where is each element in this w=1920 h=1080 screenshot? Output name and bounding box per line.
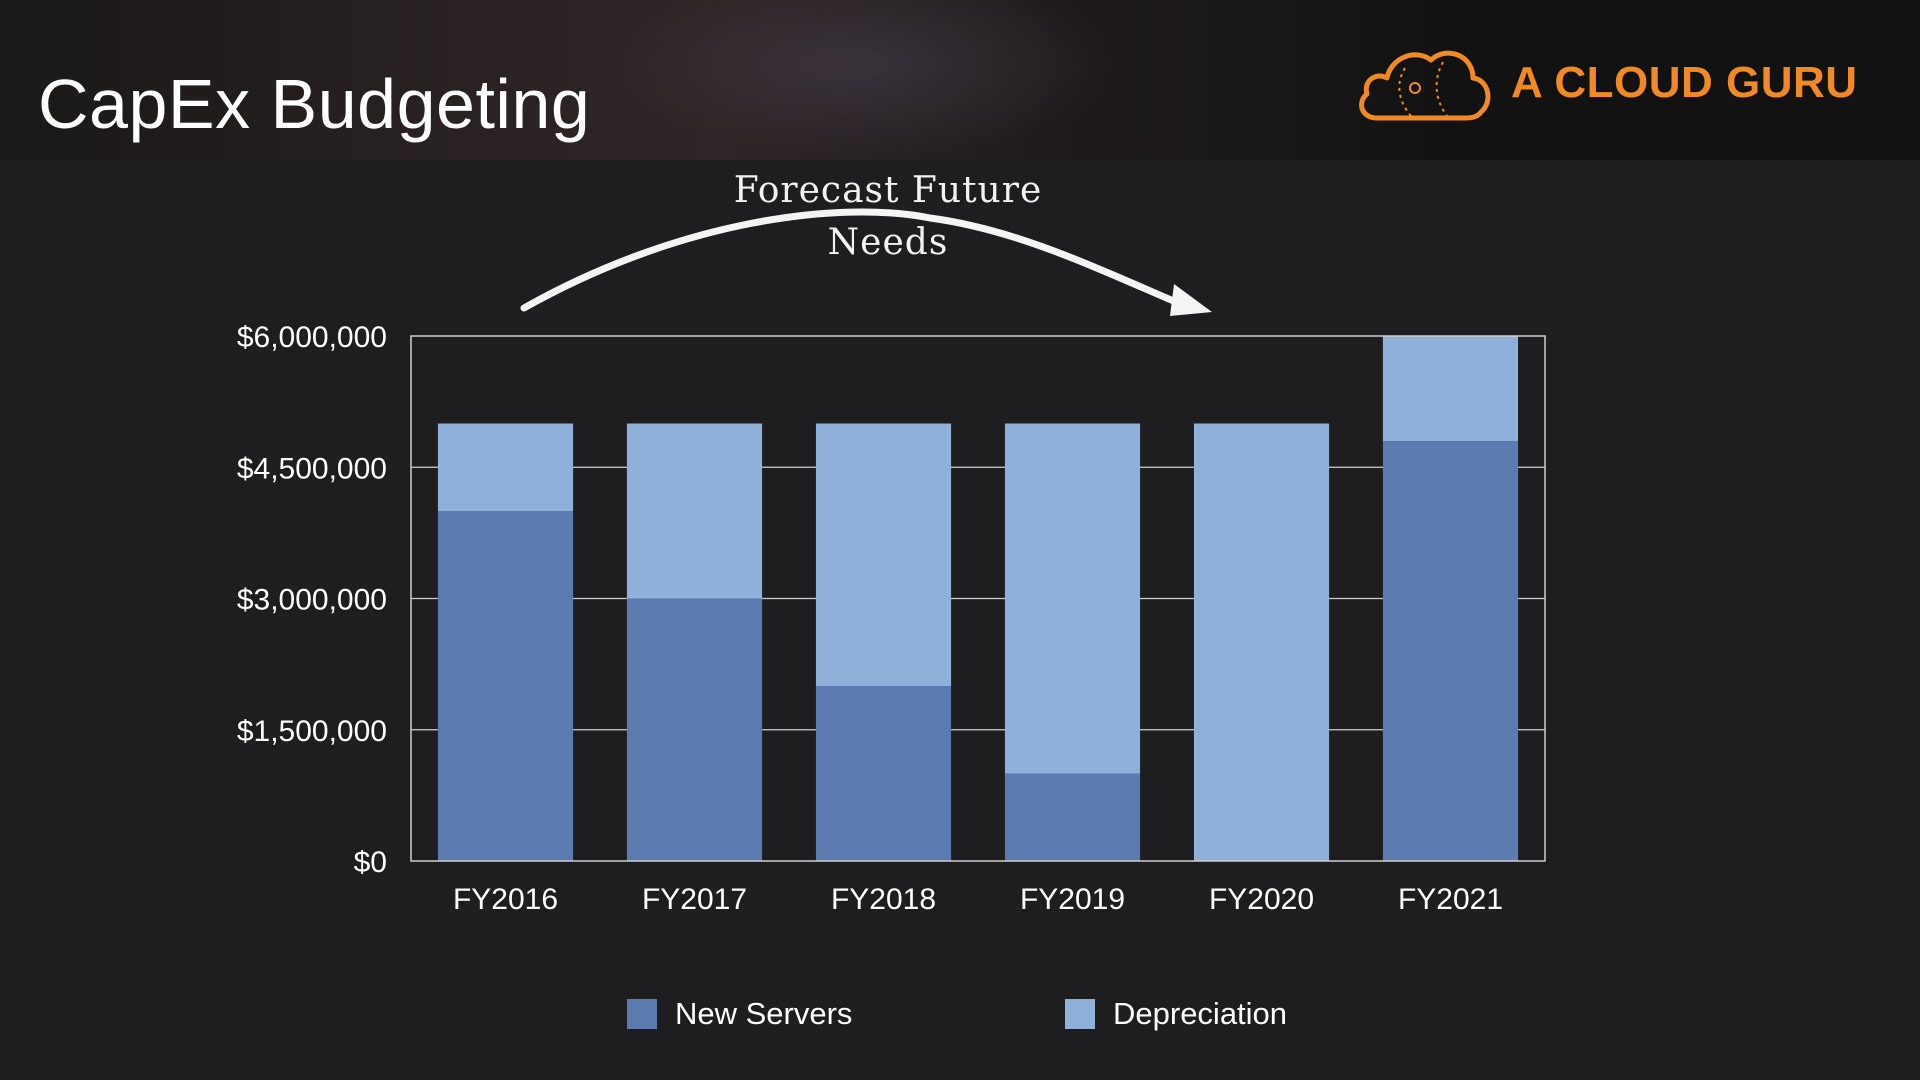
y-tick-label: $0 (354, 846, 387, 879)
x-tick-label: FY2017 (642, 883, 747, 916)
grid-lines (411, 466, 1545, 731)
slide-header: CapEx Budgeting A CLOUD GURU (0, 0, 1920, 160)
curved-arrow-icon (520, 208, 1212, 316)
brand-logo: A CLOUD GURU (1355, 40, 1875, 130)
legend-swatch-new-servers (627, 999, 657, 1029)
chart-legend: New Servers Depreciation (0, 994, 1920, 1034)
bar-new-servers-fy2021 (1382, 441, 1519, 861)
y-axis-ticks: $0 $1,500,000 $3,000,000 $4,500,000 $6,000,0… (237, 321, 387, 879)
bar-new-servers-fy2017 (626, 598, 763, 861)
legend-item-depreciation: Depreciation (1065, 994, 1287, 1034)
x-tick-label: FY2021 (1398, 883, 1503, 916)
annotation-line-1: Forecast Future (733, 170, 1043, 211)
bar-new-servers-fy2016 (437, 511, 574, 861)
bar-depreciation-fy2019 (1004, 423, 1141, 774)
legend-label-depreciation: Depreciation (1113, 996, 1288, 1031)
cloud-icon (1359, 50, 1491, 121)
legend-item-new-servers: New Servers (627, 994, 852, 1034)
bar-layer (437, 336, 1519, 861)
forecast-annotation: Forecast Future Needs (500, 160, 1260, 330)
plot-frame (410, 335, 1546, 862)
x-tick-label: FY2018 (831, 883, 936, 916)
legend-label-new-servers: New Servers (675, 996, 853, 1031)
brand-name: A CLOUD GURU (1511, 58, 1858, 107)
bar-depreciation-fy2017 (626, 423, 763, 599)
annotation-line-2: Needs (827, 222, 949, 263)
bar-depreciation-fy2016 (437, 423, 574, 511)
bar-depreciation-fy2018 (815, 423, 952, 686)
bar-depreciation-fy2021 (1382, 336, 1519, 441)
y-tick-label: $3,000,000 (237, 584, 387, 617)
x-tick-label: FY2020 (1209, 883, 1314, 916)
x-tick-label: FY2019 (1020, 883, 1125, 916)
header-shade (600, 0, 1120, 160)
legend-swatch-depreciation (1065, 999, 1095, 1029)
y-tick-label: $1,500,000 (237, 715, 387, 748)
y-tick-label: $4,500,000 (237, 452, 387, 485)
bar-depreciation-fy2020 (1193, 423, 1330, 861)
x-tick-label: FY2016 (453, 883, 558, 916)
x-axis-ticks: FY2016 FY2017 FY2018 FY2019 FY2020 FY2021 (453, 883, 1503, 916)
bar-new-servers-fy2019 (1004, 773, 1141, 861)
slide-title: CapEx Budgeting (38, 65, 591, 143)
bar-new-servers-fy2018 (815, 686, 952, 861)
y-tick-label: $6,000,000 (237, 321, 387, 354)
